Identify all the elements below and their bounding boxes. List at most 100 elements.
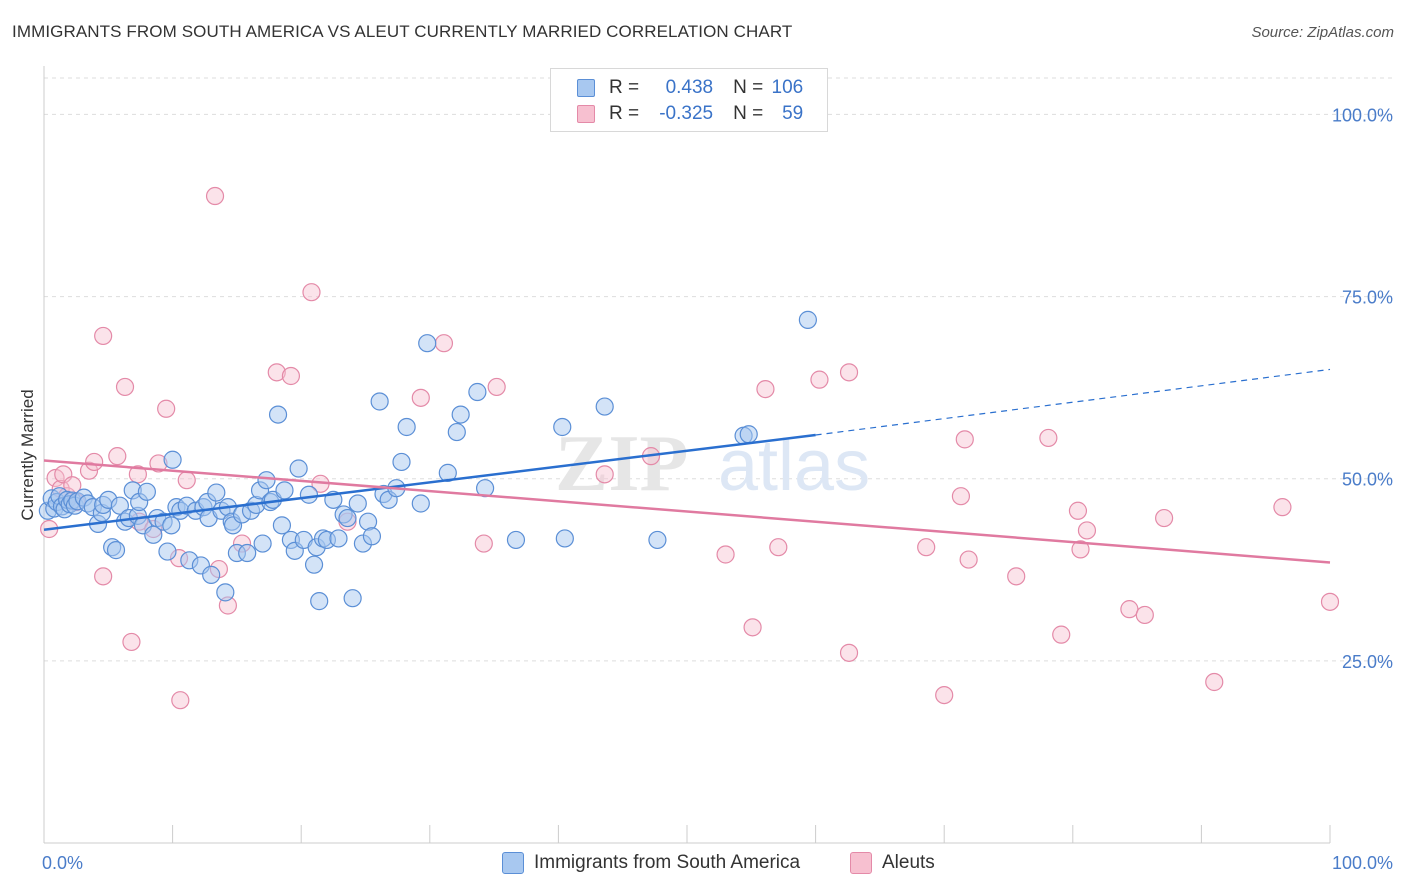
immigrants-point bbox=[739, 425, 758, 444]
aleuts-point bbox=[94, 567, 113, 586]
aleuts-point bbox=[177, 471, 196, 490]
aleuts-point bbox=[108, 447, 127, 466]
immigrants-point bbox=[451, 405, 470, 424]
aleuts-point bbox=[205, 186, 225, 206]
aleuts-point bbox=[157, 399, 176, 418]
legend-swatch-blue bbox=[577, 79, 595, 97]
aleuts-point bbox=[1071, 540, 1090, 559]
legend-row-blue: R = 0.438 N = 106 bbox=[577, 76, 803, 100]
immigrants-point bbox=[162, 516, 181, 535]
immigrants-point bbox=[338, 508, 357, 528]
aleuts-points bbox=[40, 186, 1340, 710]
immigrants-point bbox=[310, 592, 329, 611]
immigrants-point bbox=[392, 452, 411, 472]
legend-r-label: R = bbox=[609, 103, 640, 124]
aleuts-point bbox=[1039, 428, 1058, 448]
immigrants-point bbox=[253, 534, 272, 553]
aleuts-point bbox=[769, 538, 788, 557]
aleuts-point bbox=[85, 452, 104, 472]
aleuts-point bbox=[474, 534, 493, 553]
immigrants-point bbox=[110, 496, 129, 515]
legend-label-immigrants: Immigrants from South America bbox=[534, 852, 801, 873]
watermark: ZIP atlas bbox=[555, 420, 870, 508]
correlation-legend: R = 0.438 N = 106 R = -0.325 N = 59 bbox=[550, 68, 828, 132]
aleuts-point bbox=[128, 465, 147, 484]
aleuts-point bbox=[839, 363, 859, 382]
immigrants-point bbox=[411, 494, 430, 513]
immigrants-point bbox=[447, 422, 466, 442]
legend-swatch-pink bbox=[850, 852, 872, 874]
immigrants-point bbox=[304, 555, 324, 574]
legend-r-label: R = bbox=[609, 77, 640, 98]
immigrants-point bbox=[238, 543, 257, 563]
immigrants-point bbox=[207, 483, 226, 502]
aleuts-point bbox=[959, 550, 978, 569]
aleuts-point bbox=[281, 366, 301, 386]
tick-labels: 25.0% 50.0% 75.0% 100.0% 0.0% 100.0% bbox=[42, 105, 1393, 873]
immigrants-point bbox=[158, 542, 177, 561]
aleuts-point bbox=[171, 691, 190, 710]
immigrants-trend-extension bbox=[815, 368, 1331, 436]
immigrants-point bbox=[370, 392, 389, 411]
immigrants-point bbox=[272, 516, 292, 535]
immigrants-point bbox=[595, 397, 614, 416]
aleuts-point bbox=[1155, 508, 1174, 528]
immigrants-point bbox=[268, 405, 288, 424]
immigrants-point bbox=[202, 565, 221, 584]
aleuts-point bbox=[1077, 521, 1097, 540]
legend-r-value: 0.438 bbox=[665, 77, 714, 98]
immigrants-point bbox=[348, 494, 367, 513]
aleuts-point bbox=[1068, 501, 1088, 520]
immigrants-point bbox=[468, 382, 487, 402]
aleuts-point bbox=[122, 632, 141, 652]
legend-n-label: N = bbox=[733, 103, 764, 124]
immigrants-point bbox=[798, 310, 817, 329]
immigrants-point bbox=[137, 482, 156, 501]
aleuts-point bbox=[1205, 672, 1224, 692]
y-tick-label: 50.0% bbox=[1342, 470, 1393, 490]
aleuts-point bbox=[743, 618, 762, 637]
immigrants-point bbox=[553, 417, 572, 437]
aleuts-point bbox=[1273, 498, 1292, 517]
aleuts-point bbox=[1120, 600, 1139, 619]
y-tick-label: 25.0% bbox=[1342, 652, 1393, 672]
immigrants-point bbox=[343, 589, 362, 608]
aleuts-point bbox=[839, 643, 859, 662]
grid-lines bbox=[44, 77, 1392, 662]
legend-n-label: N = bbox=[733, 77, 764, 98]
immigrants-point bbox=[289, 459, 308, 478]
aleuts-point bbox=[94, 326, 113, 346]
trend-lines bbox=[43, 368, 1331, 564]
aleuts-point bbox=[79, 461, 99, 480]
legend-swatch-blue bbox=[502, 852, 524, 874]
aleuts-trend-line bbox=[43, 459, 1331, 564]
aleuts-point bbox=[951, 487, 971, 506]
immigrants-point bbox=[329, 529, 348, 548]
aleuts-point bbox=[810, 370, 829, 389]
immigrants-point bbox=[275, 481, 294, 500]
legend-row-pink: R = -0.325 N = 59 bbox=[577, 102, 803, 126]
y-tick-label: 75.0% bbox=[1342, 288, 1393, 308]
aleuts-point bbox=[1007, 567, 1026, 586]
aleuts-point bbox=[1052, 625, 1071, 644]
aleuts-point bbox=[115, 377, 135, 397]
aleuts-point bbox=[1320, 592, 1340, 611]
x-tick-label: 0.0% bbox=[42, 853, 83, 873]
immigrants-point bbox=[648, 530, 667, 550]
chart-title: IMMIGRANTS FROM SOUTH AMERICA VS ALEUT C… bbox=[12, 22, 793, 41]
immigrants-point bbox=[106, 541, 126, 560]
immigrants-point bbox=[163, 450, 182, 469]
immigrants-point bbox=[418, 334, 437, 353]
aleuts-point bbox=[917, 538, 936, 557]
immigrants-point bbox=[362, 527, 382, 546]
bottom-legend-pink: Aleuts bbox=[850, 852, 935, 874]
aleuts-point bbox=[411, 388, 430, 407]
aleuts-point bbox=[756, 380, 775, 399]
legend-n-value: 106 bbox=[771, 77, 804, 98]
aleuts-point bbox=[487, 377, 506, 397]
immigrants-trend-line bbox=[43, 433, 816, 531]
immigrants-point bbox=[216, 583, 235, 602]
immigrants-point bbox=[144, 525, 163, 544]
aleuts-point bbox=[595, 465, 614, 484]
